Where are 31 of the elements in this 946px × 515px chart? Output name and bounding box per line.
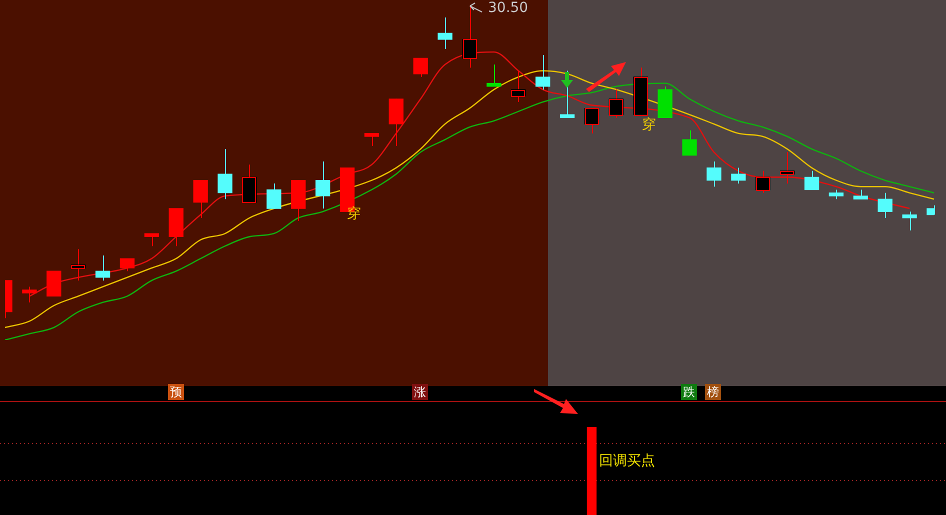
text: 预 — [168, 384, 184, 400]
text: 榜 — [705, 384, 721, 400]
candlestick — [120, 258, 135, 272]
candlestick — [878, 192, 892, 218]
candlestick — [144, 233, 160, 247]
candlestick — [364, 132, 380, 146]
candlestick — [682, 130, 697, 156]
candlestick — [95, 254, 110, 282]
candlestick — [706, 161, 722, 188]
candlestick — [438, 17, 452, 50]
annotation: 穿 — [347, 205, 361, 223]
candlestick — [804, 170, 820, 190]
candlestick — [902, 211, 917, 231]
candlestick — [22, 286, 37, 303]
candlestick — [218, 148, 232, 200]
candlestick — [536, 54, 550, 90]
annotation: 回调买点 — [599, 452, 655, 470]
candlestick — [828, 189, 844, 200]
candlestick — [560, 70, 575, 118]
candlestick — [315, 161, 330, 210]
annotation: 穿 — [642, 116, 656, 134]
candlestick — [462, 4, 477, 68]
candlestick — [731, 167, 746, 184]
annotation: 30.50 — [488, 0, 528, 16]
text: 跌 — [681, 384, 697, 400]
candlestick — [486, 64, 502, 87]
text: 涨 — [412, 384, 428, 400]
candlestick — [413, 58, 428, 78]
candlestick — [266, 182, 282, 210]
candlestick — [193, 180, 208, 218]
candlestick — [853, 189, 868, 200]
